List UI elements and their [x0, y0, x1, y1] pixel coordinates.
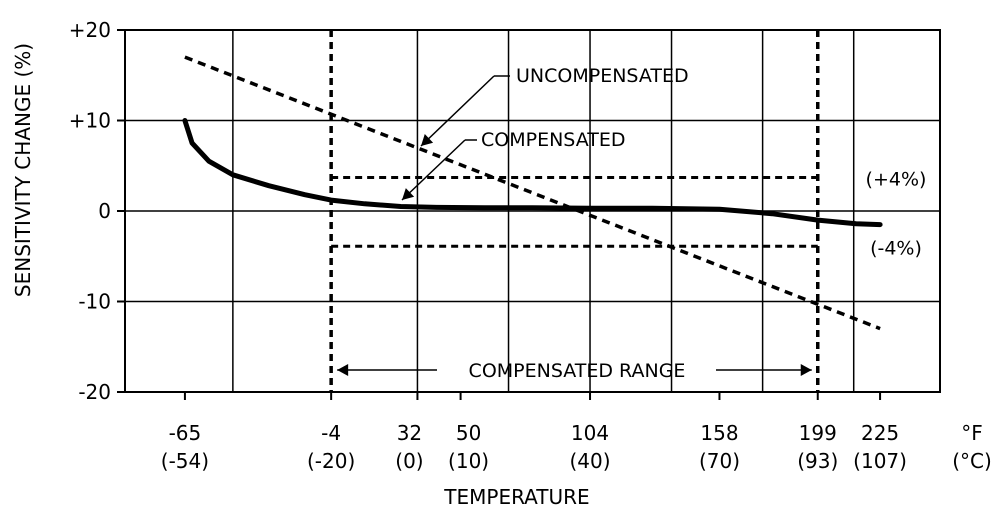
unit-label-f: °F [961, 421, 983, 445]
annotations [331, 75, 818, 376]
x-tick-label-f: 104 [571, 421, 609, 445]
unit-label-c: (°C) [952, 449, 992, 473]
y-tick-label: 0 [98, 199, 111, 223]
series-label-uncompensated: UNCOMPENSATED [516, 65, 689, 87]
x-tick-label-c: (-20) [307, 449, 355, 473]
x-tick-label-f: -4 [321, 421, 341, 445]
y-tick-label: -20 [78, 380, 111, 404]
x-tick-label-c: (-54) [161, 449, 209, 473]
uncompensated-arrow-head [421, 134, 434, 146]
x-tick-label-c: (107) [853, 449, 907, 473]
range-arrow-right-head [800, 364, 812, 376]
series-layer [182, 55, 883, 331]
y-tick-label: +10 [69, 109, 111, 133]
compensated-range-label: COMPENSATED RANGE [469, 360, 686, 382]
labels: +20 +10 0 -10 -20 (+4%) (-4%) UNCOMPENSATED COMP… [11, 18, 992, 509]
range-arrow-left-head [337, 364, 349, 376]
x-tick-label-c: (10) [448, 449, 489, 473]
x-tick-label-f: 225 [861, 421, 899, 445]
y-axis-title: SENSITIVITY CHANGE (%) [11, 43, 35, 297]
x-tick-label-f: 32 [397, 421, 422, 445]
compensated-arrow-head [402, 188, 415, 200]
x-tick-label-f: 199 [799, 421, 837, 445]
x-tick-label-c: (70) [699, 449, 740, 473]
x-axis-title: TEMPERATURE [443, 485, 589, 509]
x-tick-label-f: -65 [169, 421, 202, 445]
uncompensated-arrow [420, 75, 495, 147]
tolerance-limit-label: (+4%) [866, 169, 927, 191]
x-tick-label-c: (93) [797, 449, 838, 473]
tolerance-limit-label: (-4%) [870, 237, 922, 259]
y-tick-label: +20 [69, 18, 111, 42]
x-tick-label-c: (0) [395, 449, 423, 473]
series-line-compensated [182, 118, 883, 228]
compensated-arrow [401, 139, 466, 201]
x-tick-label-c: (40) [569, 449, 610, 473]
series-line-uncompensated [184, 55, 881, 331]
series-label-compensated: COMPENSATED [481, 129, 625, 151]
x-tick-label-f: 50 [456, 421, 481, 445]
x-tick-label-f: 158 [700, 421, 738, 445]
y-tick-label: -10 [78, 290, 111, 314]
